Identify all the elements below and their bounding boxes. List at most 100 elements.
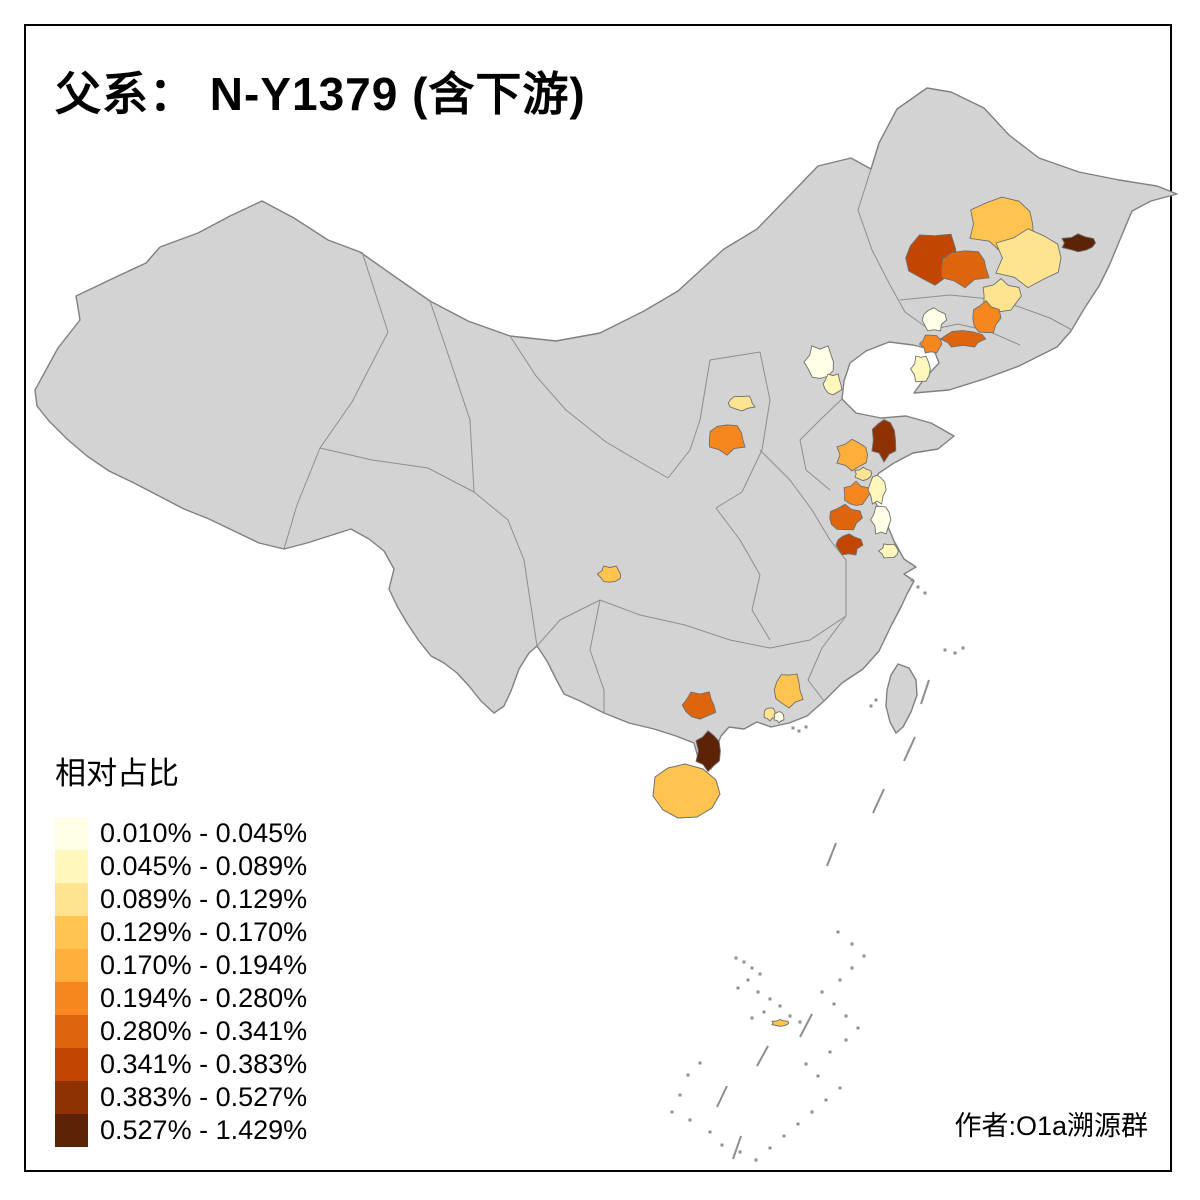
island-speck [804, 725, 808, 729]
mainland-landmass [34, 87, 1178, 770]
island-speck [836, 930, 840, 934]
island-speck [750, 966, 754, 970]
island-speck [856, 1026, 860, 1030]
legend-row: 0.045% - 0.089% [55, 850, 307, 883]
colored-prefecture-regions [596, 196, 1097, 1027]
map-region [695, 730, 721, 773]
map-region [941, 250, 990, 289]
map-region [771, 1019, 790, 1027]
legend-swatch [55, 883, 88, 916]
island-speck [943, 648, 947, 652]
island-speck [688, 1118, 692, 1122]
island-speck [850, 942, 854, 946]
legend-swatch [55, 949, 88, 982]
map-title: 父系： N-Y1379 (含下游) [55, 68, 586, 120]
sea-dash-segment [756, 1045, 769, 1067]
legend-row: 0.194% - 0.280% [55, 982, 307, 1015]
island-speck [734, 956, 738, 960]
legend-label: 0.341% - 0.383% [100, 1049, 308, 1079]
island-speck [828, 1050, 832, 1054]
legend-rows: 0.010% - 0.045% 0.045% - 0.089% 0.089% - 0… [55, 817, 307, 1147]
legend-row: 0.341% - 0.383% [55, 1048, 307, 1081]
island-speck [742, 960, 746, 964]
legend-label: 0.129% - 0.170% [100, 917, 308, 947]
island-speck [798, 1020, 802, 1024]
island-speck [708, 1130, 712, 1134]
hainan-island-region [652, 763, 721, 819]
map-region [1061, 233, 1097, 253]
legend-label: 0.010% - 0.045% [100, 818, 308, 848]
legend-label: 0.045% - 0.089% [100, 851, 308, 881]
map-region [773, 673, 804, 709]
island-speck [720, 1143, 724, 1147]
island-speck [686, 1073, 690, 1077]
legend-swatch [55, 850, 88, 883]
map-region [854, 466, 873, 482]
legend-swatch [55, 1114, 88, 1147]
map-region [910, 355, 931, 383]
island-speck [820, 990, 824, 994]
island-speck [910, 578, 914, 582]
map-region [972, 300, 1002, 334]
island-speck [816, 1074, 820, 1078]
island-speck [850, 966, 854, 970]
island-speck [698, 1061, 702, 1065]
map-region [708, 424, 746, 456]
map-region [829, 503, 863, 531]
island-speck [768, 997, 772, 1001]
map-region [763, 707, 777, 722]
island-specks [670, 578, 965, 1162]
map-region [596, 565, 621, 583]
legend-swatch [55, 982, 88, 1015]
island-speck [756, 990, 760, 994]
legend-row: 0.383% - 0.527% [55, 1081, 307, 1114]
island-speck [796, 1122, 800, 1126]
legend-row: 0.129% - 0.170% [55, 916, 307, 949]
map-region [982, 277, 1022, 313]
legend-row: 0.280% - 0.341% [55, 1015, 307, 1048]
legend-swatch [55, 817, 88, 850]
legend-label: 0.383% - 0.527% [100, 1082, 308, 1112]
sea-dash-segment [920, 679, 930, 705]
legend-swatch [55, 1015, 88, 1048]
island-speck [916, 585, 920, 589]
island-speck [869, 704, 873, 708]
island-speck [670, 1110, 674, 1114]
map-region [867, 474, 887, 505]
legend-label: 0.194% - 0.280% [100, 983, 308, 1013]
legend-title: 相对占比 [55, 756, 179, 791]
island-speck [804, 1062, 808, 1066]
island-speck [844, 1038, 848, 1042]
sea-dash-lines [716, 679, 930, 1160]
island-speck [754, 1158, 758, 1162]
island-speck [953, 651, 957, 655]
island-speck [810, 1110, 814, 1114]
attribution-text: 作者:O1a溯源群 [954, 1111, 1148, 1141]
map-region [871, 419, 897, 463]
legend: 相对占比 0.010% - 0.045% 0.045% - 0.089% 0.089… [55, 748, 307, 1147]
island-speck [782, 1134, 786, 1138]
island-speck [746, 978, 750, 982]
legend-row: 0.527% - 1.429% [55, 1114, 307, 1147]
map-region [870, 505, 892, 535]
map-region [921, 307, 948, 332]
island-speck [838, 978, 842, 982]
island-speck [862, 954, 866, 958]
island-speck [838, 1086, 842, 1090]
island-speck [923, 591, 927, 595]
island-speck [768, 1146, 772, 1150]
island-speck [788, 1014, 792, 1018]
taiwan-island [885, 663, 918, 734]
legend-row: 0.089% - 0.129% [55, 883, 307, 916]
island-speck [791, 726, 795, 730]
island-speck [758, 972, 762, 976]
island-speck [736, 986, 740, 990]
sea-dash-segment [903, 736, 916, 762]
map-region [822, 373, 843, 396]
legend-label: 0.089% - 0.129% [100, 884, 308, 914]
map-region [681, 691, 717, 720]
legend-swatch [55, 1048, 88, 1081]
island-speck [762, 1010, 766, 1014]
legend-row: 0.010% - 0.045% [55, 817, 307, 850]
map-region [773, 711, 785, 724]
